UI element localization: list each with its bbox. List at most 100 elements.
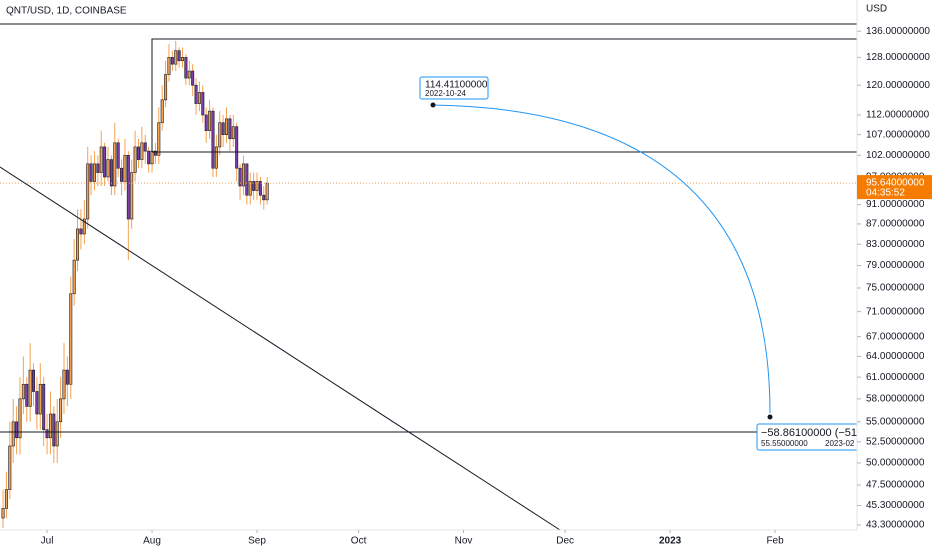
candle-body <box>82 218 86 235</box>
y-tick-label: 64.00000000 <box>866 351 925 362</box>
candle-body <box>76 228 80 261</box>
x-tick-label: Sep <box>248 536 266 547</box>
candle-body <box>258 181 262 196</box>
candle-body <box>170 57 174 65</box>
candle-body <box>167 57 171 75</box>
x-tick-label: Feb <box>766 536 784 547</box>
x-tick-label: Dec <box>556 536 574 547</box>
candle-body <box>221 122 225 135</box>
rectangle-drawing <box>151 38 857 152</box>
y-tick-label: 79.00000000 <box>866 260 925 271</box>
y-tick-label: 128.00000000 <box>866 52 930 63</box>
candle-body <box>15 421 19 439</box>
candle-body <box>21 383 25 400</box>
candle-body <box>140 142 144 160</box>
candle-body <box>69 293 73 385</box>
candle-body <box>218 122 222 148</box>
anchor-point <box>430 102 436 108</box>
candle-body <box>235 126 239 169</box>
candle-body <box>116 142 120 169</box>
plot-area <box>0 40 857 528</box>
candle-body <box>99 146 103 173</box>
y-tick-label: 50.00000000 <box>866 458 925 469</box>
candle-body <box>106 159 110 178</box>
candle-body <box>109 159 113 187</box>
last-price-label: 95.64000000 <box>866 178 925 189</box>
y-tick-label: 83.00000000 <box>866 239 925 250</box>
axes: 136.00000000 128.00000000 120.00000000 112.… <box>41 26 932 547</box>
candle-body <box>228 118 232 140</box>
candle-body <box>130 172 134 220</box>
candle-body <box>25 383 29 407</box>
candle-body <box>238 167 242 187</box>
candle-body <box>92 163 96 182</box>
candle-body <box>96 163 100 173</box>
measure-change: −58.86100000 (−51 <box>761 427 857 439</box>
y-tick-label: 55.00000000 <box>866 416 925 427</box>
candle-body <box>214 146 218 169</box>
candle-body <box>211 110 215 169</box>
candle-body <box>103 146 107 178</box>
y-tick-label: 45.30000000 <box>866 500 925 511</box>
y-tick-label: 61.00000000 <box>866 372 925 383</box>
candle-body <box>18 398 22 439</box>
candle-body <box>201 92 205 116</box>
candle-body <box>231 126 235 140</box>
time-axis <box>0 530 932 550</box>
x-tick-label: Nov <box>455 536 473 547</box>
candle-body <box>174 50 178 65</box>
y-tick-label: 47.50000000 <box>866 480 925 491</box>
candle-body <box>164 74 168 101</box>
candle-body <box>123 155 127 182</box>
candle-body <box>157 122 161 156</box>
candle-body <box>245 163 249 196</box>
candle-body <box>42 383 46 431</box>
y-tick-label: 112.00000000 <box>866 110 930 121</box>
candle-body <box>241 163 245 187</box>
y-tick-label: 67.00000000 <box>866 331 925 342</box>
candle-body <box>150 150 154 165</box>
candle-body <box>208 110 212 131</box>
callout-date: 2022-10-24 <box>425 89 466 98</box>
candle-body <box>187 70 191 79</box>
candle-body <box>1 508 5 519</box>
candle-body <box>225 118 229 135</box>
candle-body <box>35 391 39 415</box>
candle-body <box>204 114 208 131</box>
candle-body <box>48 413 52 439</box>
x-tick-label: 2023 <box>659 536 682 547</box>
y-tick-label: 91.00000000 <box>866 199 925 210</box>
candle-body <box>191 70 195 86</box>
currency-label: USD <box>866 4 887 15</box>
candle-body <box>45 429 49 439</box>
y-tick-label: 71.00000000 <box>866 306 925 317</box>
candle-body <box>59 398 63 423</box>
candle-body <box>65 369 69 385</box>
candle-body <box>8 445 12 490</box>
candle-body <box>89 163 93 182</box>
candle-body <box>143 142 147 152</box>
candle-body <box>252 181 256 191</box>
candle-body <box>153 150 157 156</box>
candle-body <box>28 369 32 407</box>
candle-body <box>120 167 124 182</box>
countdown-label: 04:35:52 <box>866 188 905 199</box>
candle-body <box>248 181 252 196</box>
y-tick-label: 52.50000000 <box>866 437 925 448</box>
candle-body <box>137 146 140 160</box>
candle-body <box>113 142 117 187</box>
x-tick-label: Aug <box>143 536 161 547</box>
candle-body <box>126 155 130 220</box>
y-tick-label: 107.00000000 <box>866 129 930 140</box>
candle-body <box>32 369 36 392</box>
candle-body <box>177 50 181 62</box>
x-tick-label: Jul <box>41 536 54 547</box>
candle-body <box>4 489 8 509</box>
y-tick-label: 43.30000000 <box>866 520 925 531</box>
projection-arc <box>432 104 771 414</box>
candle-body <box>262 194 266 201</box>
candle-body <box>133 146 137 173</box>
candle-body <box>194 84 198 104</box>
chart-title: QNT/USD, 1D, COINBASE <box>6 6 127 17</box>
